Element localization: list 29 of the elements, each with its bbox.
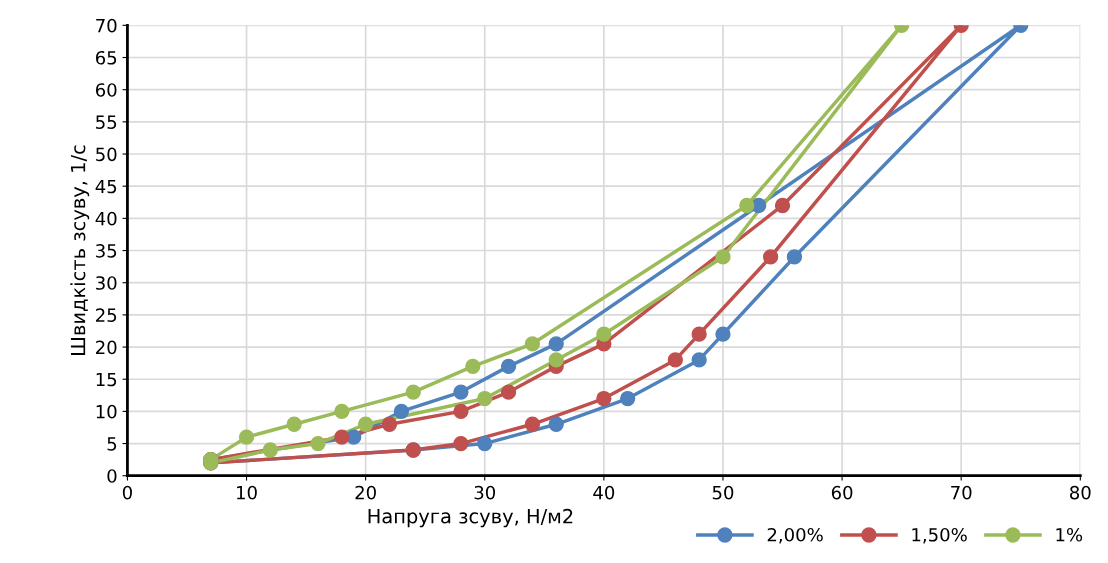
y-axis-title: Швидкість зсуву, 1/с [70, 145, 90, 355]
y-tick-label: 15 [96, 372, 117, 387]
x-tick-label: 60 [831, 485, 853, 500]
y-tick-label: 45 [95, 179, 117, 194]
y-tick-label: 20 [96, 340, 117, 355]
y-tick-label: 25 [96, 308, 117, 322]
x-tick-label: 30 [474, 485, 496, 500]
y-tick-label: 60 [95, 83, 117, 97]
legend-label: 1% [1056, 527, 1083, 542]
x-tick-label: 40 [593, 485, 615, 500]
x-tick-label: 10 [237, 485, 257, 500]
x-tick-label: 50 [712, 485, 734, 500]
x-tick-label: 80 [1070, 485, 1091, 500]
y-tick-label: 10 [96, 404, 117, 419]
y-tick-label: 65 [95, 50, 117, 65]
x-tick-label: 0 [122, 485, 132, 500]
y-tick-label: 30 [96, 276, 117, 290]
y-tick-label: 50 [96, 147, 117, 162]
x-tick-label: 70 [951, 485, 972, 500]
y-tick-label: 5 [107, 437, 117, 451]
legend-label: 2,00% [767, 527, 823, 544]
y-tick-label: 55 [96, 115, 117, 129]
legend-label: 1,50% [912, 527, 967, 544]
x-axis-title: Напруга зсуву, Н/м2 [368, 508, 573, 528]
x-tick-label: 20 [355, 485, 376, 500]
y-tick-label: 35 [96, 243, 117, 258]
y-tick-label: 40 [95, 211, 117, 226]
y-tick-label: 70 [96, 18, 117, 33]
y-tick-label: 0 [107, 469, 117, 483]
